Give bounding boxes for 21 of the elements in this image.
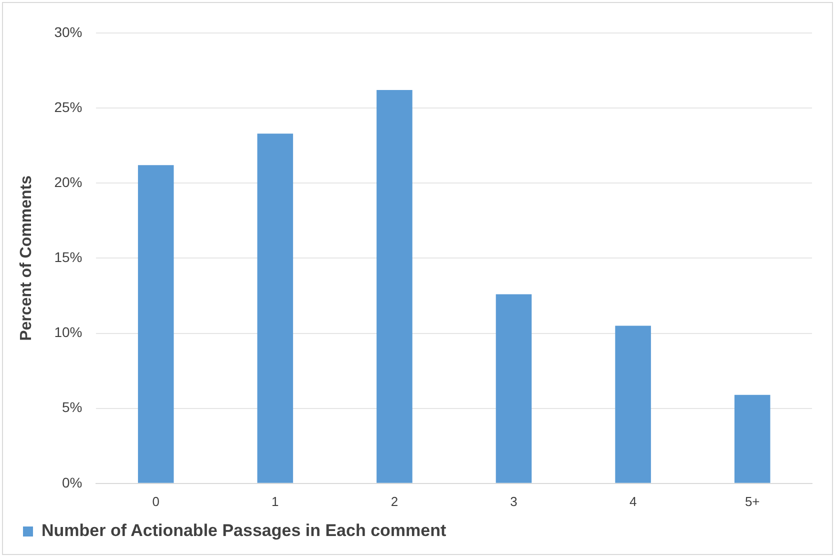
legend-label: Number of Actionable Passages in Each comment (42, 521, 446, 540)
y-tick-label: 0% (62, 474, 82, 490)
bar (496, 294, 532, 483)
bar (257, 134, 294, 483)
bar (615, 326, 651, 483)
y-tick-label: 5% (62, 399, 82, 416)
x-tick-label: 0 (152, 494, 160, 509)
y-tick-label: 30% (54, 24, 82, 40)
x-tick-label: 3 (510, 494, 518, 509)
bar (138, 165, 174, 483)
x-tick-label: 1 (272, 494, 279, 509)
bar (734, 394, 770, 483)
x-tick-label: 2 (390, 494, 398, 509)
y-tick-label: 15% (54, 249, 82, 266)
x-tick-label: 5+ (744, 494, 760, 509)
y-axis-title: Percent of Comments (18, 175, 36, 341)
y-tick-label: 25% (54, 98, 82, 115)
bar (376, 90, 412, 483)
x-tick-label: 4 (629, 494, 637, 509)
y-tick-label: 20% (54, 174, 82, 190)
y-tick-label: 10% (54, 324, 82, 340)
